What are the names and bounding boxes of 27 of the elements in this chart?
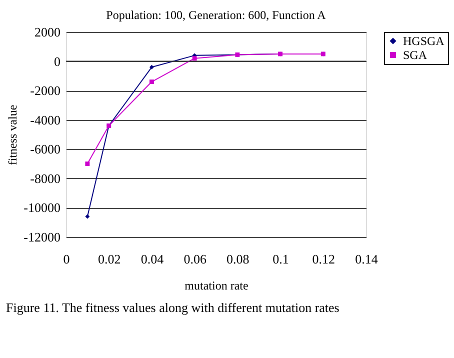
y-tick-label: 0	[54, 54, 60, 69]
legend-label: HGSGA	[403, 34, 445, 48]
y-tick-label: -6000	[30, 142, 60, 157]
point	[149, 64, 154, 70]
y-tick-label: -4000	[30, 112, 60, 128]
x-axis-title: mutation rate	[184, 278, 248, 292]
point	[149, 80, 154, 84]
point	[85, 162, 90, 166]
y-tick-label: -8000	[30, 170, 60, 186]
y-tick-label: 2000	[34, 24, 60, 40]
legend-label: SGA	[403, 48, 428, 62]
x-tick-label: 0.02	[98, 252, 121, 266]
y-tick-label: -2000	[30, 83, 60, 98]
point	[192, 56, 197, 61]
chart-title: Population: 100, Generation: 600, Function A	[106, 8, 326, 22]
y-tick-label: -12000	[24, 230, 60, 244]
x-tick-label: 0.04	[140, 252, 164, 266]
x-tick-label: 0.06	[184, 252, 207, 266]
x-tick-label: 0.14	[355, 252, 378, 266]
y-axis-title: fitness value	[6, 104, 20, 166]
x-tick-label: 0.08	[226, 252, 250, 266]
y-tick-label: -10000	[24, 200, 60, 216]
point	[85, 214, 90, 219]
caption: Figure 11. The fitness values along with different mutation rates	[6, 300, 340, 315]
x-tick-label: 0.12	[312, 252, 336, 266]
x-tick-label: 0	[63, 252, 70, 266]
x-tick-label: 0.1	[272, 252, 289, 266]
